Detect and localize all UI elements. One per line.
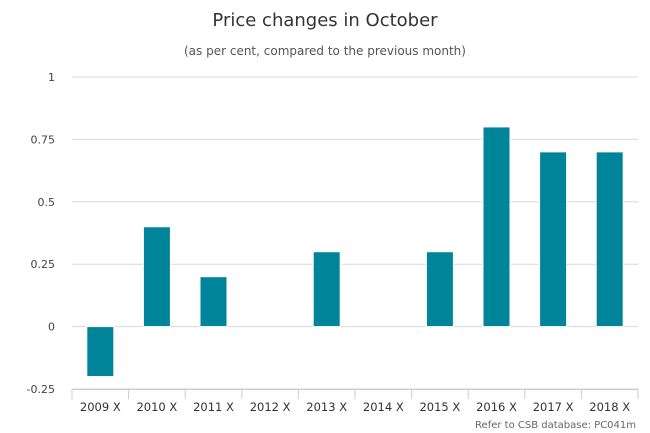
x-tick-label: 2013 X (306, 400, 347, 414)
x-tick-label: 2011 X (193, 400, 234, 414)
bar[interactable] (595, 151, 624, 328)
y-axis-ticks: -0.25 0 0.25 0.5 0.75 1 (27, 71, 55, 396)
bars (86, 126, 624, 378)
x-tick-label: 2012 X (250, 400, 291, 414)
bar[interactable] (425, 251, 454, 328)
bar[interactable] (86, 326, 115, 378)
chart-title: Price changes in October (212, 10, 438, 31)
x-tick-label: 2014 X (363, 400, 404, 414)
y-tick-label: 0.75 (31, 133, 56, 146)
bar[interactable] (482, 126, 511, 328)
x-tick-label: 2015 X (419, 400, 460, 414)
y-tick-label: 0.5 (38, 196, 56, 209)
x-tick-label: 2016 X (476, 400, 517, 414)
bar[interactable] (539, 151, 568, 328)
bar[interactable] (142, 226, 171, 328)
x-axis-ticks: 2009 X 2010 X 2011 X 2012 X 2013 X 2014 X 2015… (71, 389, 639, 414)
y-tick-label: 0.25 (31, 258, 56, 271)
chart-credit[interactable]: Refer to CSB database: PC041m (475, 420, 636, 431)
x-tick-label: 2018 X (589, 400, 630, 414)
y-tick-label: 0 (48, 321, 55, 334)
x-tick-label: 2010 X (136, 400, 177, 414)
y-tick-label: -0.25 (27, 383, 55, 396)
bar[interactable] (199, 276, 228, 328)
chart-subtitle: (as per cent, compared to the previous m… (184, 44, 466, 58)
x-tick-label: 2009 X (80, 400, 121, 414)
x-tick-label: 2017 X (533, 400, 574, 414)
bar[interactable] (312, 251, 341, 328)
y-tick-label: 1 (48, 71, 55, 84)
